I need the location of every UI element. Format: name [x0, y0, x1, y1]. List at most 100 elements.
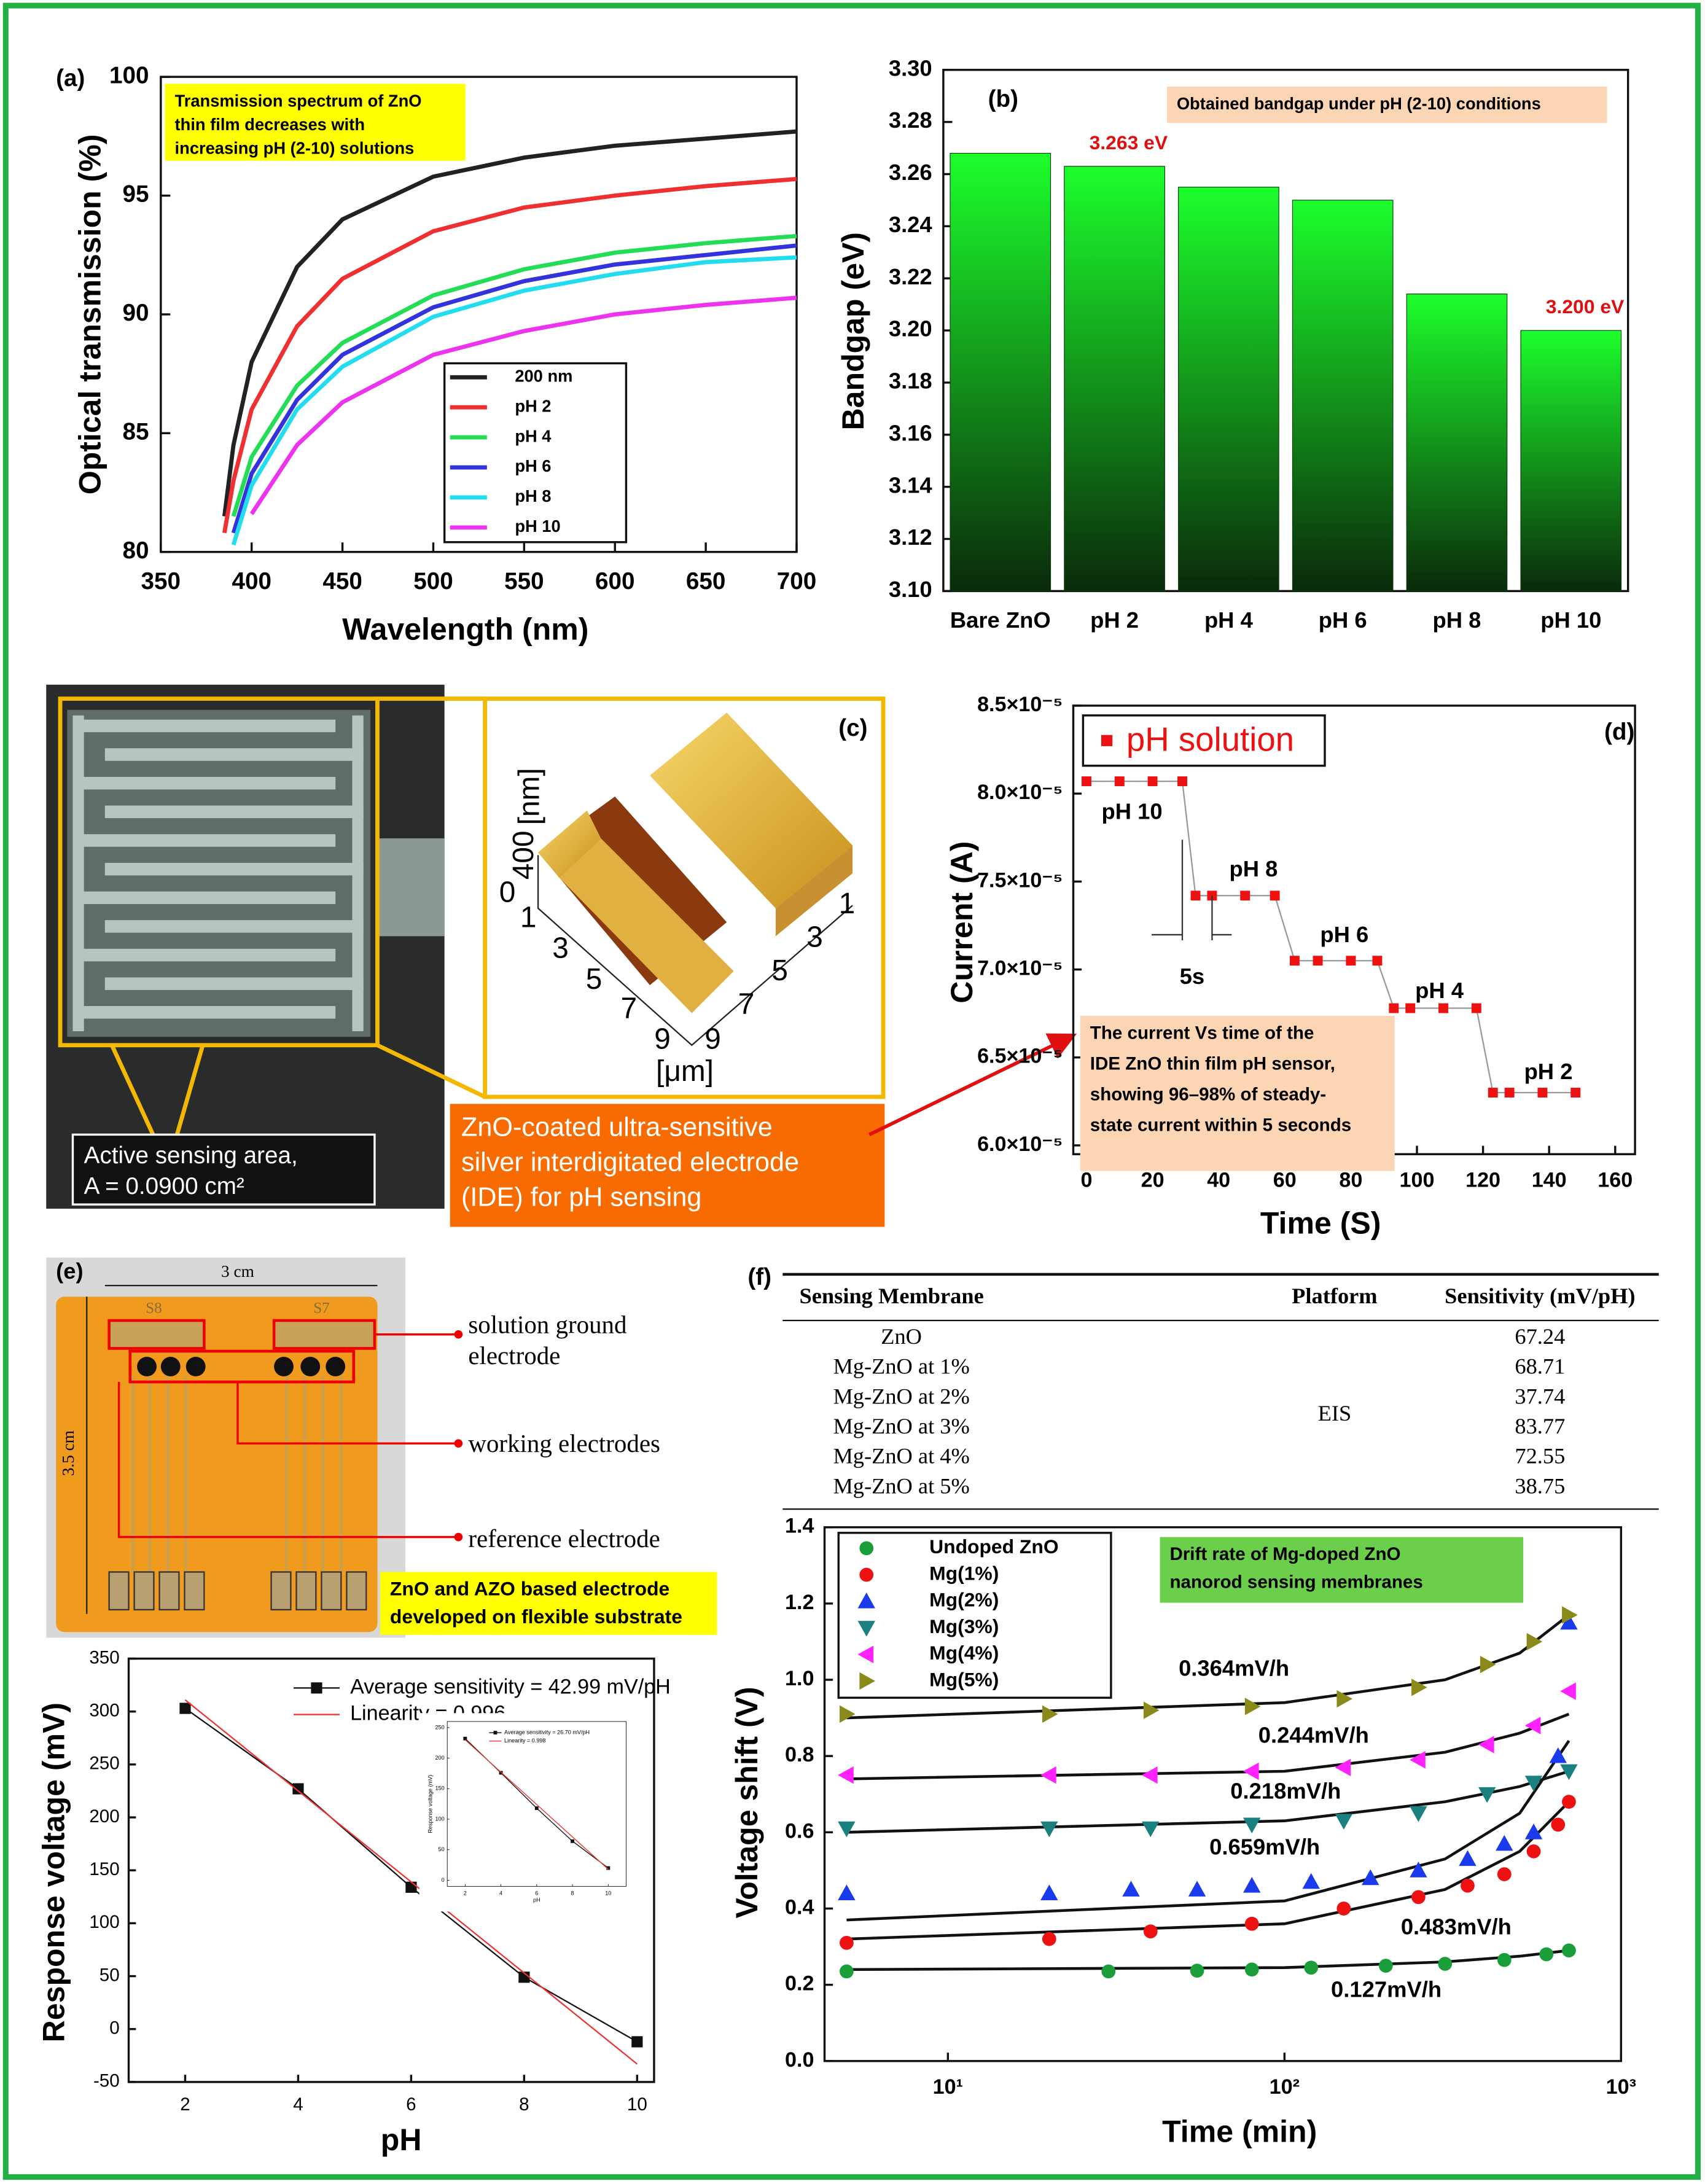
- marker: [1040, 1766, 1056, 1784]
- table-cell: Mg-ZnO at 2%: [833, 1384, 969, 1408]
- panel-label: (d): [1604, 719, 1634, 746]
- legend-marker: [493, 1731, 497, 1735]
- y-tick-label: 3.20: [889, 316, 932, 341]
- y-tick-label: 150: [89, 1859, 119, 1879]
- marker: [1560, 1682, 1576, 1700]
- y-axis-label: Bandgap (eV): [836, 232, 870, 431]
- marker: [1335, 1758, 1351, 1777]
- legend-marker: [311, 1682, 322, 1694]
- marker: [1190, 891, 1201, 901]
- note-box: [165, 84, 466, 161]
- finger: [77, 719, 336, 733]
- annotation: pH 6: [1320, 922, 1368, 947]
- table-cell: 83.77: [1515, 1414, 1565, 1438]
- marker: [1411, 1890, 1426, 1905]
- finger: [104, 920, 364, 933]
- y-tick-label: 1.2: [785, 1591, 814, 1614]
- afm-y-tick: 3: [806, 921, 823, 954]
- table-cell: 68.71: [1515, 1354, 1565, 1379]
- series-line: [1086, 780, 1576, 1094]
- legend-label: Mg(2%): [929, 1589, 999, 1611]
- marker: [1389, 1003, 1399, 1013]
- legend-marker: [859, 1672, 875, 1690]
- marker: [1496, 1835, 1513, 1851]
- afm-x-tick: 7: [621, 993, 638, 1025]
- marker: [1336, 1690, 1353, 1708]
- x-tick-label: 10²: [1270, 2075, 1300, 2099]
- note-text: thin film decreases with: [175, 115, 365, 134]
- x-tick-label: 40: [1207, 1169, 1230, 1192]
- annotation: 0.218mV/h: [1230, 1779, 1341, 1804]
- x-tick-label: 100: [1400, 1169, 1435, 1192]
- column-header: Sensitivity (mV/pH): [1445, 1284, 1635, 1308]
- x-axis-label: Time (S): [1260, 1206, 1381, 1240]
- marker: [1504, 1088, 1515, 1098]
- traces: [131, 1376, 343, 1572]
- y-tick-label: 100: [109, 62, 149, 88]
- marker: [1537, 1088, 1548, 1098]
- area-text: Active sensing area,: [84, 1142, 298, 1169]
- annotation: 0.244mV/h: [1258, 1723, 1369, 1748]
- working-electrodes: [137, 1357, 346, 1376]
- legend-label: pH 2: [515, 396, 551, 415]
- marker: [571, 1839, 575, 1843]
- annotation: 5s: [1180, 964, 1204, 989]
- y-tick-label: 3.14: [889, 472, 933, 497]
- y-axis-label: Voltage shift (V): [730, 1687, 764, 1918]
- legend-label: Average sensitivity = 42.99 mV/pH: [350, 1675, 671, 1698]
- table-cell: Mg-ZnO at 4%: [833, 1444, 969, 1468]
- marker: [1304, 1960, 1319, 1975]
- contact-pad: [377, 838, 445, 937]
- marker: [1551, 1817, 1566, 1832]
- fit-line: [846, 1769, 1570, 1834]
- series-line: [249, 295, 797, 515]
- x-tick-label: pH 4: [1204, 607, 1254, 633]
- finger: [104, 977, 364, 990]
- afm-z-tick: 400: [507, 831, 540, 880]
- x-tick-label: 600: [595, 568, 635, 595]
- y-tick-label: 3.28: [889, 107, 932, 133]
- panel-label: (f): [747, 1264, 771, 1290]
- legend-marker: [857, 1621, 875, 1637]
- x-tick-label: 350: [141, 568, 181, 595]
- electrode-box: [128, 1349, 356, 1384]
- marker: [1147, 776, 1158, 787]
- afm-z-tick: 0: [499, 876, 516, 909]
- note-text: IDE ZnO thin film pH sensor,: [1090, 1053, 1335, 1074]
- y-tick-label: 200: [89, 1806, 119, 1827]
- marker: [1082, 776, 1091, 787]
- marker: [1524, 1717, 1541, 1734]
- callout-text: reference electrode: [468, 1525, 660, 1553]
- legend-label: pH 4: [515, 426, 552, 445]
- bar: [1178, 187, 1279, 591]
- afm-unit: [μm]: [656, 1055, 714, 1088]
- annotation: pH 8: [1230, 856, 1278, 881]
- photo-e: (e) 3 cm 3.5 cm S8 S7 solution ground el…: [46, 1257, 717, 1638]
- afm-y-tick: 1: [839, 887, 856, 920]
- x-tick-label: 4: [499, 1890, 502, 1897]
- marker: [499, 1771, 503, 1775]
- table-rows: ZnO 67.24 Mg-ZnO at 1% 68.71 Mg-ZnO at 2% 37.…: [833, 1324, 1565, 1498]
- y-tick-label: 6.5×10⁻⁵: [977, 1045, 1063, 1068]
- note-text: developed on flexible substrate: [390, 1605, 682, 1628]
- series-line: [464, 1739, 609, 1870]
- x-tick-label: 80: [1339, 1169, 1362, 1192]
- fit-line: [846, 1712, 1570, 1780]
- afm-ridge: [559, 838, 734, 1013]
- callout-text: solution ground: [468, 1311, 626, 1339]
- y-tick-label: 85: [122, 419, 149, 445]
- finger: [77, 1006, 336, 1019]
- marker: [838, 1884, 856, 1901]
- chip-label: S8: [146, 1300, 162, 1317]
- y-tick-label: 1.4: [785, 1515, 814, 1538]
- finger: [77, 834, 336, 847]
- y-tick-label: 3.22: [889, 264, 932, 289]
- marker: [1190, 1964, 1204, 1978]
- y-tick-label: 50: [439, 1846, 445, 1852]
- fit-line: [846, 1949, 1569, 1971]
- marker: [1289, 956, 1300, 966]
- panel-label: (e): [56, 1258, 83, 1284]
- note-text: state current within 5 seconds: [1090, 1115, 1351, 1136]
- x-tick-label: 0: [1080, 1169, 1092, 1192]
